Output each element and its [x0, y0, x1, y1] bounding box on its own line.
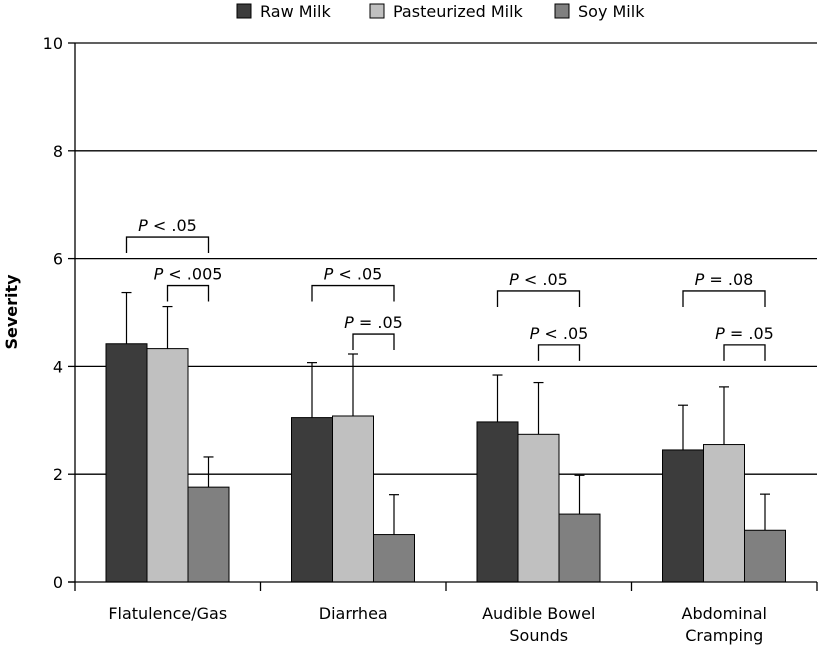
legend-swatch: [236, 3, 252, 19]
bar: [105, 343, 148, 583]
y-tick-label: 4: [53, 357, 63, 376]
significance-label: P = .05: [344, 313, 403, 332]
significance-bracket: [723, 344, 766, 361]
legend-label: Pasteurized Milk: [393, 2, 524, 21]
significance-bracket: [682, 290, 766, 307]
significance-annotations: P < .05 P < .005 P < .05 P = .05 P < .05 P < …: [125, 216, 774, 361]
bar: [373, 534, 415, 583]
bar: [517, 433, 560, 583]
significance-label: P = .08: [695, 270, 754, 289]
significance-label: P < .05: [138, 216, 197, 235]
significance-label: P < .05: [509, 270, 568, 289]
y-tick-label: 6: [53, 250, 63, 269]
y-tick-label: 10: [43, 34, 63, 53]
error-bars: [121, 291, 770, 535]
x-tick-label: Audible Bowel Sounds: [482, 604, 595, 645]
significance-bracket: [537, 344, 581, 361]
bar: [146, 348, 189, 583]
bar: [703, 444, 745, 583]
bars: [105, 343, 786, 583]
bar: [187, 486, 230, 583]
x-tick-label: Abdominal Cramping: [682, 604, 767, 645]
significance-label: P < .005: [154, 265, 223, 284]
bar: [332, 415, 374, 583]
bar: [476, 421, 519, 583]
bar: [558, 513, 601, 583]
significance-label: P = .05: [715, 324, 774, 343]
bar: [662, 449, 704, 583]
legend-label: Soy Milk: [578, 2, 645, 21]
significance-bracket: [311, 284, 395, 302]
significance-label: P < .05: [324, 265, 383, 284]
bar: [744, 529, 786, 583]
y-tick-label: 2: [53, 465, 63, 484]
legend-label: Raw Milk: [260, 2, 331, 21]
y-axis-label: Severity: [2, 274, 21, 350]
significance-label: P < .05: [530, 324, 589, 343]
significance-bracket: [496, 290, 581, 307]
bar: [291, 417, 333, 583]
legend: Raw Milk Pasteurized Milk Soy Milk: [236, 2, 645, 21]
y-tick-label: 8: [53, 142, 63, 161]
significance-bracket: [125, 236, 210, 254]
legend-swatch: [554, 3, 570, 19]
legend-swatch: [369, 3, 385, 19]
x-tick-label: Diarrhea: [319, 604, 388, 623]
axes: 0 2 4 6 8 10 Flatulence/Gas Diarrhea Audible Bow…: [43, 34, 818, 645]
significance-bracket: [352, 333, 395, 351]
significance-bracket: [166, 284, 210, 302]
y-tick-label: 0: [53, 573, 63, 592]
x-tick-label: Flatulence/Gas: [108, 604, 227, 623]
